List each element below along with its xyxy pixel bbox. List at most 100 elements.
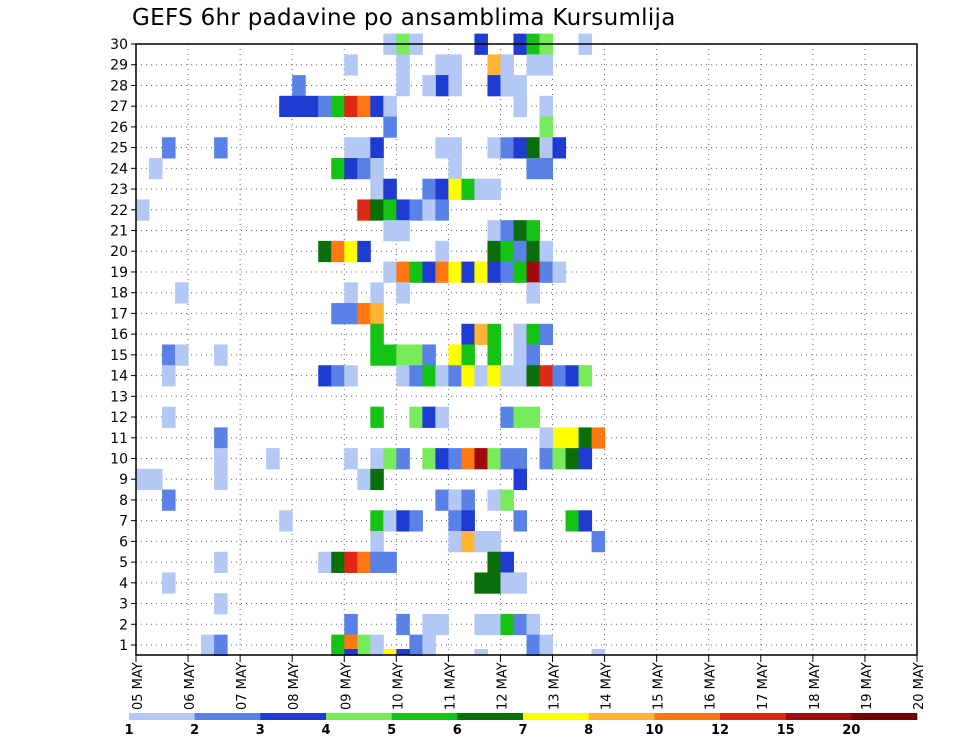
heatmap-cell [487, 448, 501, 470]
heatmap-cell [461, 365, 475, 387]
heatmap-cell [500, 261, 514, 283]
heatmap-cell [500, 613, 514, 636]
y-tick-label: 4 [119, 576, 128, 592]
heatmap-cell [370, 649, 384, 656]
colorbar-label: 12 [711, 723, 729, 738]
heatmap-cell [383, 448, 397, 470]
heatmap-cell [383, 178, 397, 200]
heatmap-cell [162, 137, 176, 159]
heatmap-cell [435, 448, 449, 470]
heatmap-cell [578, 427, 593, 449]
heatmap-cell [383, 95, 397, 118]
y-tick-label: 10 [110, 451, 128, 467]
colorbar-segment [194, 713, 261, 720]
heatmap-cell [513, 220, 527, 242]
heatmap-cell [552, 448, 567, 470]
y-tick-label: 6 [119, 534, 128, 550]
heatmap-cell [136, 468, 150, 491]
heatmap-cell [396, 510, 410, 532]
x-tick-label: 15 MAY [652, 662, 667, 710]
heatmap-cell [487, 365, 501, 387]
heatmap-cell [565, 427, 580, 449]
heatmap-cell [461, 344, 475, 366]
heatmap-cell [539, 137, 554, 159]
x-tick-label: 18 MAY [808, 662, 823, 710]
heatmap-cell [396, 75, 410, 97]
heatmap-cell [448, 489, 462, 511]
heatmap-cell [591, 427, 606, 449]
heatmap-cell [383, 199, 397, 221]
heatmap-cell [578, 448, 593, 470]
heatmap-cell [344, 240, 358, 263]
y-tick-label: 5 [119, 555, 128, 571]
heatmap-cell [448, 54, 462, 76]
heatmap-cell [474, 365, 488, 387]
x-tick-label: 20 MAY [912, 662, 927, 710]
heatmap-cell [318, 95, 332, 118]
heatmap-cell [500, 54, 514, 76]
colorbar-segment [785, 713, 852, 720]
y-tick-label: 24 [110, 161, 128, 177]
y-tick-label: 20 [110, 244, 128, 260]
heatmap-cell [513, 406, 527, 428]
heatmap-cell [539, 448, 554, 470]
heatmap-cell [526, 344, 541, 366]
heatmap-cell [513, 468, 527, 491]
heatmap-cell [357, 468, 371, 491]
heatmap-cell [513, 448, 527, 470]
heatmap-cell [500, 572, 514, 594]
heatmap-cell [435, 54, 449, 76]
heatmap-cell [435, 406, 449, 428]
colorbar-segment [654, 713, 721, 720]
colorbar-label: 6 [453, 723, 462, 738]
heatmap-cell [396, 344, 410, 366]
heatmap-cell [357, 551, 371, 573]
heatmap-cell [500, 406, 514, 428]
heatmap-cell [396, 448, 410, 470]
y-tick-label: 28 [110, 78, 128, 94]
heatmap-cell [266, 448, 280, 470]
y-tick-label: 11 [110, 431, 128, 447]
heatmap-cell [344, 613, 358, 636]
heatmap-cell [318, 240, 332, 263]
heatmap-cell [552, 365, 567, 387]
heatmap-cell [448, 178, 462, 200]
heatmap-cell [448, 448, 462, 470]
y-tick-label: 13 [110, 389, 128, 405]
heatmap-cell [513, 261, 527, 283]
heatmap-cell [201, 634, 215, 656]
colorbar-label: 2 [190, 723, 199, 738]
heatmap-cell [214, 427, 228, 449]
heatmap-cell [500, 220, 514, 242]
colorbar-label: 5 [387, 723, 396, 738]
heatmap-cell [344, 303, 358, 325]
heatmap-cell [357, 95, 371, 118]
y-tick-label: 30 [110, 37, 128, 53]
heatmap-cell [175, 344, 189, 366]
heatmap-cell [214, 551, 228, 573]
heatmap-cell [552, 427, 567, 449]
heatmap-cell [526, 613, 541, 636]
heatmap-cell [487, 613, 501, 636]
heatmap-cell [526, 157, 541, 180]
heatmap-cell [370, 178, 384, 200]
heatmap-cell [435, 178, 449, 200]
heatmap-cell [539, 157, 554, 180]
heatmap-cell [474, 613, 488, 636]
heatmap-cell [539, 323, 554, 345]
heatmap-cell [305, 95, 319, 118]
heatmap-cell [292, 95, 306, 118]
heatmap-cell [370, 468, 384, 491]
y-tick-label: 7 [119, 514, 128, 530]
heatmap-cell [422, 406, 436, 428]
heatmap-cell [292, 75, 306, 97]
colorbar-label: 1 [124, 723, 133, 738]
colorbar-segment [260, 713, 327, 720]
heatmap-cell [383, 116, 397, 138]
colorbar-label: 4 [321, 723, 330, 738]
heatmap-cell [487, 531, 501, 553]
heatmap-cell [279, 95, 293, 118]
heatmap-cell [331, 551, 345, 573]
y-tick-label: 25 [110, 141, 128, 157]
